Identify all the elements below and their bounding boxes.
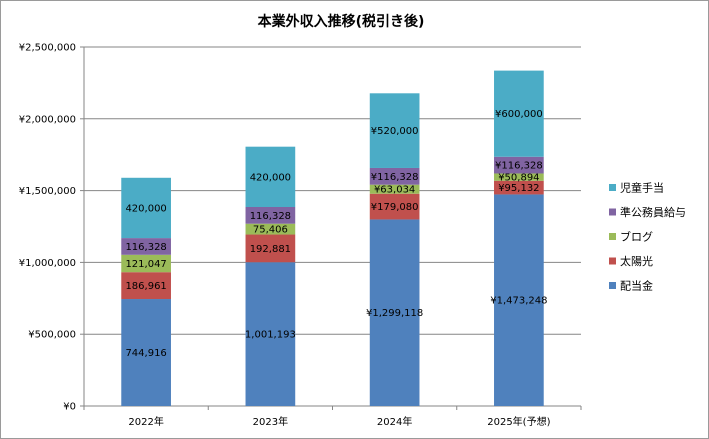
bars (121, 70, 544, 406)
data-label: 116,328 (250, 211, 291, 222)
data-label: ¥1,299,118 (366, 308, 423, 319)
data-label: ¥50,894 (498, 173, 539, 184)
bar-segment (494, 70, 544, 157)
data-label: ¥116,328 (495, 161, 543, 172)
bar-segment (369, 219, 420, 406)
legend-swatch (609, 184, 616, 191)
bar-segment (121, 272, 171, 300)
y-tick-label: ¥1,500,000 (19, 186, 76, 197)
x-tick-label: 2023年 (253, 415, 288, 428)
data-label: 1,001,193 (245, 330, 296, 341)
x-tick-label: 2022年 (128, 415, 163, 428)
legend-label: 太陽光 (620, 254, 653, 268)
data-label: ¥179,080 (371, 202, 419, 213)
data-label: 744,916 (125, 348, 166, 359)
bar-segment (369, 184, 420, 194)
y-tick-label: ¥0 (63, 402, 76, 413)
bar-segment (494, 173, 544, 181)
bar-segment (121, 254, 171, 273)
data-label: 420,000 (125, 203, 166, 214)
data-label: 75,406 (253, 225, 288, 236)
x-tick-label: 2025年(予想) (487, 415, 550, 428)
legend-swatch (609, 282, 616, 289)
data-label: 186,961 (125, 281, 166, 292)
bar-segment (494, 156, 544, 174)
legend-swatch (609, 257, 616, 265)
data-label: 192,881 (250, 244, 291, 255)
data-label: ¥1,473,248 (490, 296, 547, 307)
bar-segment (245, 234, 296, 263)
legend-label: 児童手当 (620, 181, 664, 195)
data-label: ¥600,000 (495, 109, 543, 120)
chart-title: 本業外収入推移(税引き後) (258, 13, 425, 30)
legend-swatch (609, 208, 616, 216)
bar-segment (121, 177, 171, 239)
bar-segment (245, 223, 296, 235)
bar-segment (245, 262, 296, 406)
y-tick-label: ¥2,000,000 (19, 114, 76, 125)
data-label: ¥95,132 (498, 183, 539, 194)
legend-label: 準公務員給与 (620, 205, 686, 219)
data-label: 121,047 (125, 259, 166, 270)
data-label: ¥520,000 (371, 126, 419, 137)
bar-segment (369, 93, 420, 168)
legend-label: ブログ (620, 230, 653, 244)
legend-swatch (609, 233, 616, 240)
data-label: ¥63,034 (374, 185, 415, 196)
data-labels: 744,916 186,961 121,047 116,328 420,000 1,001… (125, 109, 547, 359)
legend-label: 配当金 (620, 279, 653, 293)
y-tick-label: ¥1,000,000 (19, 258, 76, 269)
bar-segment (369, 167, 420, 185)
bar-segment (121, 238, 171, 255)
y-tick-label: ¥500,000 (28, 330, 76, 341)
data-label: 420,000 (250, 172, 291, 183)
bar-segment (121, 299, 171, 406)
data-label: 116,328 (125, 242, 166, 253)
bar-segment (245, 206, 296, 224)
bar-segment (369, 193, 420, 220)
x-tick-label: 2024年 (377, 415, 412, 428)
bar-segment (245, 146, 296, 207)
bar-segment (494, 180, 544, 195)
bar-segment (494, 194, 544, 406)
data-label: ¥116,328 (371, 172, 419, 183)
axes: ¥0 ¥500,000 ¥1,000,000 ¥1,500,000 ¥2,000,000… (19, 43, 582, 428)
y-tick-label: ¥2,500,000 (19, 43, 76, 54)
